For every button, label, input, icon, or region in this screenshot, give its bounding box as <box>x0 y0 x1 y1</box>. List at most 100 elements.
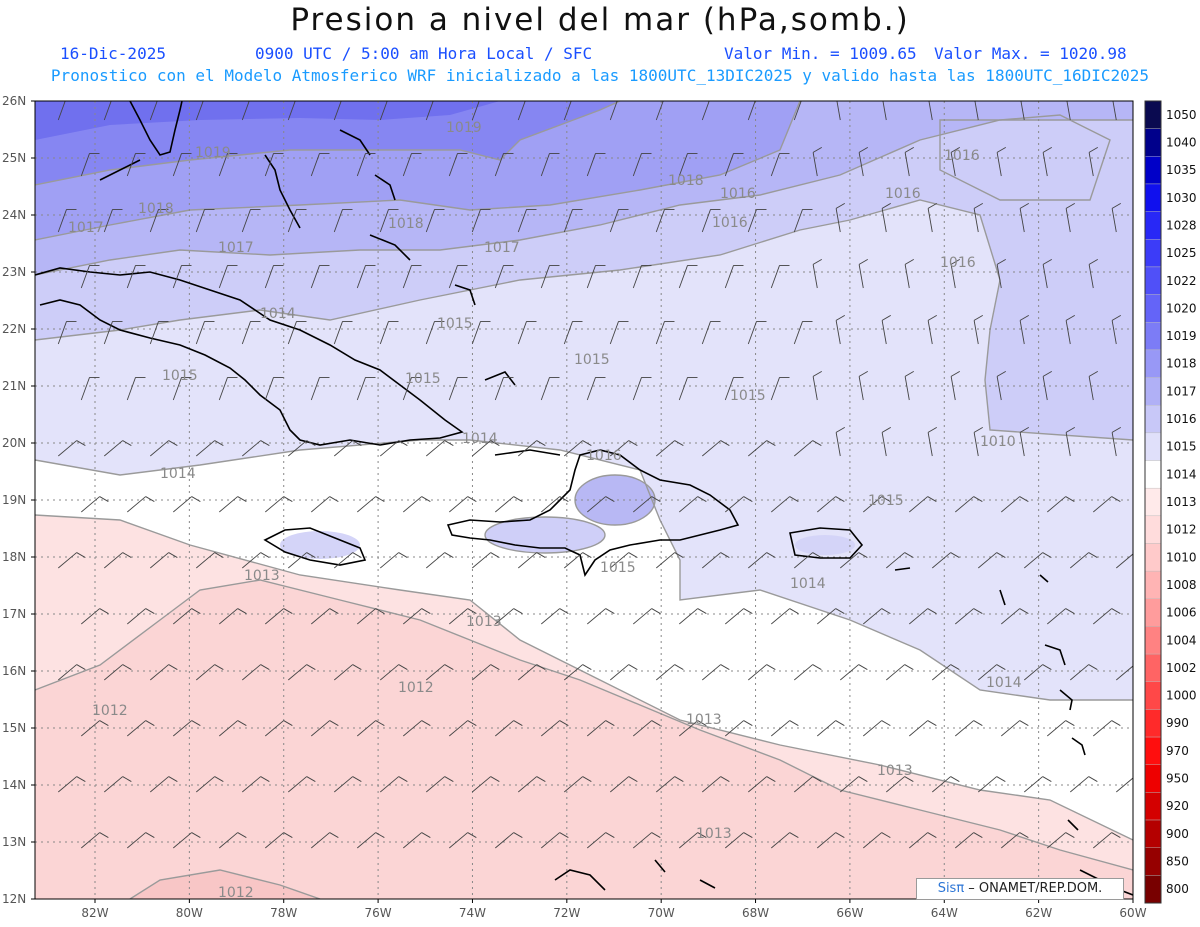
wind-barb <box>57 664 86 681</box>
contour-label: 1013 <box>877 763 913 779</box>
wind-barb <box>494 264 514 289</box>
wind-barb <box>996 146 1007 177</box>
wind-barb <box>950 146 961 177</box>
wind-barb <box>80 376 100 401</box>
wind-barb <box>1135 259 1144 288</box>
contour-label: 1017 <box>68 220 104 236</box>
wind-barb <box>793 320 813 345</box>
wind-barb <box>1088 258 1099 289</box>
contour-label: 1015 <box>405 371 441 387</box>
colorbar-label: 1017 <box>1166 384 1197 398</box>
wind-barb <box>954 720 983 737</box>
colorbar-label: 1014 <box>1166 467 1197 481</box>
wind-barb <box>908 832 937 849</box>
colorbar-swatch <box>1144 405 1162 434</box>
wind-barb <box>973 202 984 233</box>
wind-barb <box>724 264 744 289</box>
colorbar-swatch <box>1144 792 1162 821</box>
wind-barb <box>609 552 638 569</box>
wind-barb <box>747 664 776 681</box>
wind-barb <box>333 320 353 345</box>
wind-barb <box>816 608 845 625</box>
wind-barb <box>655 320 675 345</box>
wind-barb <box>747 440 776 457</box>
colorbar-label: 1002 <box>1166 661 1197 675</box>
colorbar-label: 1000 <box>1166 689 1197 703</box>
wind-barb <box>333 552 362 569</box>
contour-label: 1013 <box>686 712 722 728</box>
colorbar-swatch <box>1144 875 1162 904</box>
wind-barb <box>1000 608 1029 625</box>
wind-barb <box>448 720 477 737</box>
wind-barb <box>973 314 984 345</box>
wind-barb <box>724 720 753 737</box>
colorbar-swatch <box>1144 432 1162 461</box>
wind-barb <box>126 720 155 737</box>
colorbar-label: 1010 <box>1166 550 1197 564</box>
lat-label: 21N <box>2 379 26 393</box>
wind-barb <box>747 208 767 233</box>
wind-barb <box>839 552 868 569</box>
valid-date: 16-Dic-2025 <box>60 44 166 63</box>
wind-barb <box>517 320 537 345</box>
wind-barb <box>609 776 638 793</box>
wind-barb <box>494 608 523 625</box>
wind-barb <box>881 314 892 345</box>
colorbar-swatch <box>1144 626 1162 655</box>
wind-barb <box>57 208 77 233</box>
wind-barb <box>770 608 799 625</box>
wind-barb <box>1065 426 1076 457</box>
wind-barb <box>448 496 477 513</box>
contour-label: 1015 <box>437 316 473 332</box>
wind-barb <box>379 776 408 793</box>
min-value: Valor Min. = 1009.65 <box>724 44 917 63</box>
wind-barb <box>540 152 560 177</box>
lat-label: 13N <box>2 835 26 849</box>
contour-labels: 1019 1019 1018 1017 1018 1017 1018 1017 1016 1016… <box>68 120 1022 901</box>
lat-label: 19N <box>2 493 26 507</box>
colorbar-swatch <box>1144 570 1162 599</box>
colorbar-label: 1019 <box>1166 329 1197 343</box>
wind-barb <box>264 832 293 849</box>
wind-barb <box>1066 101 1071 121</box>
wind-barb <box>540 496 569 513</box>
wind-barb <box>812 258 823 289</box>
colorbar-label: 850 <box>1166 855 1189 869</box>
wind-barb <box>80 496 109 513</box>
colorbar-swatch <box>1144 349 1162 378</box>
wind-barb <box>586 720 615 737</box>
wind-barb <box>264 720 293 737</box>
wind-barb <box>1042 146 1053 177</box>
wind-barb <box>1042 370 1053 401</box>
wind-barb <box>954 608 983 625</box>
wind-barb <box>816 832 845 849</box>
wind-barb <box>448 376 468 401</box>
wind-barb <box>954 832 983 849</box>
wind-barb <box>655 776 684 793</box>
wind-barb <box>977 664 1006 681</box>
wind-barb <box>862 608 891 625</box>
wind-barb <box>563 320 583 345</box>
wind-barb <box>310 376 330 401</box>
wind-barb <box>632 152 652 177</box>
wind-barb <box>1046 608 1075 625</box>
wind-barb <box>678 720 707 737</box>
wind-barb <box>586 152 606 177</box>
wind-barb <box>678 152 698 177</box>
wind-barb <box>195 664 224 681</box>
wind-barb <box>57 552 86 569</box>
contour-label: 1016 <box>944 148 980 164</box>
wind-barb <box>471 440 500 457</box>
contour-label: 1015 <box>868 493 904 509</box>
contour-label: 1013 <box>466 614 502 630</box>
colorbar-label: 1015 <box>1166 440 1197 454</box>
wind-barb <box>839 664 868 681</box>
lon-label: 74W <box>459 906 486 920</box>
contour-label: 1014 <box>986 675 1022 691</box>
lon-label: 64W <box>931 906 958 920</box>
wind-barb <box>1023 776 1052 793</box>
colorbar-label: 950 <box>1166 772 1189 786</box>
lat-label: 16N <box>2 664 26 678</box>
wind-barb <box>563 208 583 233</box>
wind-barb <box>1000 720 1029 737</box>
